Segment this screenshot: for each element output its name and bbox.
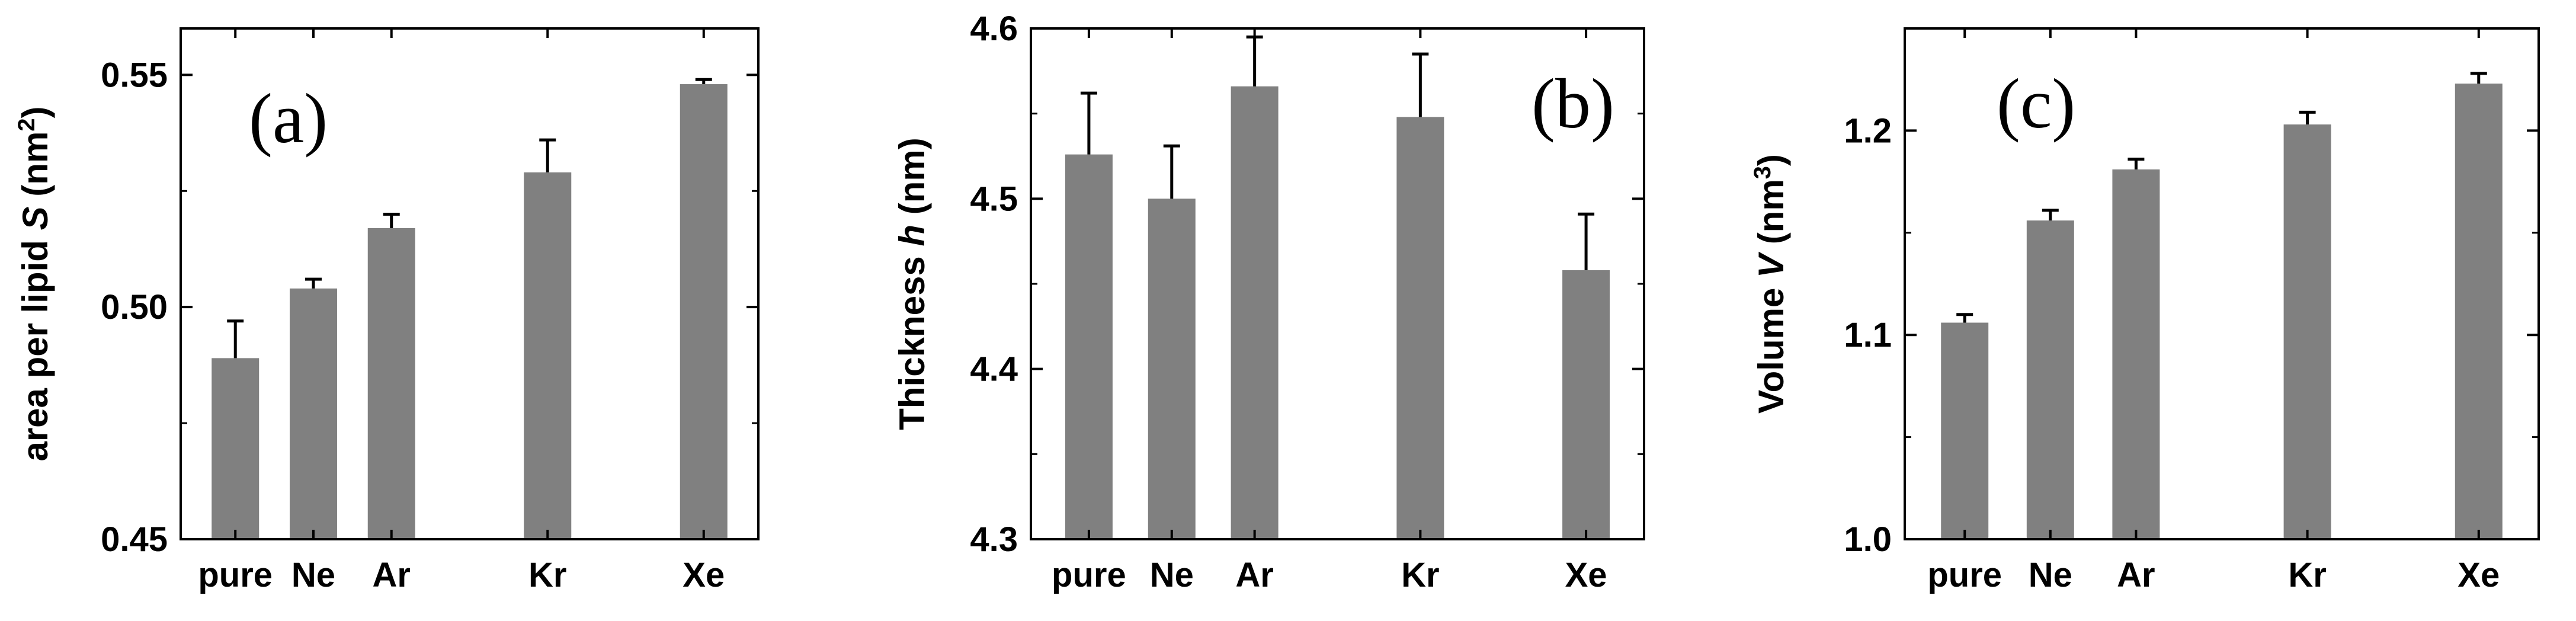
- x-tick-label-xe: Xe: [2458, 556, 2500, 594]
- x-tick-label-kr: Kr: [1401, 556, 1439, 594]
- bar-xe: [1562, 270, 1610, 539]
- bar-xe: [2455, 84, 2503, 539]
- chart-panel-c: pure Ne Ar Kr Xe 1.0 1.1 1.2 Volume V (nm3) (c): [1750, 27, 2540, 594]
- y-tick-label: 1.1: [1844, 316, 1892, 354]
- y-axis-label-part: (nm: [15, 132, 55, 207]
- x-tick-label-pure: pure: [198, 556, 273, 594]
- x-tick-label-pure: pure: [1052, 556, 1126, 594]
- x-tick-label-xe: Xe: [1565, 556, 1607, 594]
- x-tick-label-pure: pure: [1927, 556, 2002, 594]
- x-tick-label-ne: Ne: [1150, 556, 1194, 594]
- x-tick-label-xe: Xe: [683, 556, 725, 594]
- y-axis-label-part: V: [1751, 251, 1791, 278]
- x-tick-label-kr: Kr: [2288, 556, 2326, 594]
- bar-ne: [2026, 220, 2074, 539]
- panel-label: (c): [1997, 64, 2075, 143]
- y-tick-label: 4.6: [970, 9, 1018, 48]
- y-tick-label: 0.45: [101, 520, 168, 559]
- bar-ne: [289, 288, 337, 539]
- plot-frame: [180, 27, 760, 540]
- y-tick-label: 1.0: [1844, 520, 1892, 559]
- bar-pure: [1065, 154, 1113, 539]
- y-axis-label-part: ): [1751, 154, 1791, 166]
- x-tick-label-kr: Kr: [528, 556, 566, 594]
- y-axis-label-part: ): [15, 106, 55, 118]
- y-tick-label: 1.2: [1844, 111, 1892, 150]
- y-axis-label: area per lipid S (nm2): [14, 106, 55, 461]
- y-axis-label-part: area per lipid: [15, 230, 55, 461]
- panel-label: (a): [249, 79, 328, 158]
- bar-pure: [1941, 322, 1989, 539]
- y-axis-label-part: (nm): [892, 137, 932, 225]
- x-tick-label-ar: Ar: [1235, 556, 1273, 594]
- bar-ne: [1148, 199, 1196, 539]
- x-tick-label-ar: Ar: [2117, 556, 2155, 594]
- bar-kr: [1396, 117, 1444, 539]
- y-axis-label-part: S: [15, 206, 55, 230]
- bar-kr: [524, 172, 572, 540]
- panel-label: (b): [1531, 64, 1614, 143]
- bar-kr: [2283, 124, 2331, 539]
- y-axis-label-part: (nm: [1751, 179, 1791, 254]
- bar-xe: [680, 84, 728, 539]
- y-axis-label-part: Thickness: [892, 247, 932, 430]
- y-axis-label: Volume V (nm3): [1750, 154, 1791, 414]
- bar-pure: [212, 358, 259, 539]
- y-axis-label-part: Volume: [1751, 278, 1791, 414]
- x-tick-label-ne: Ne: [291, 556, 335, 594]
- y-tick-label: 0.55: [101, 56, 168, 94]
- bar-ar: [367, 228, 415, 539]
- y-axis-label-part: h: [892, 225, 932, 247]
- chart-panel-b: pure Ne Ar Kr Xe 4.3 4.4 4.5 4.6 Thickness h (nm)…: [892, 9, 1645, 594]
- y-tick-label: 0.50: [101, 288, 168, 326]
- bar-ar: [2112, 169, 2160, 539]
- y-axis-label: Thickness h (nm): [892, 137, 932, 430]
- y-axis-label-part: 3: [1750, 166, 1776, 179]
- y-tick-label: 4.5: [970, 180, 1018, 218]
- bar-ar: [1231, 86, 1279, 539]
- y-tick-label: 4.4: [970, 350, 1018, 389]
- y-axis-label-part: 2: [14, 118, 40, 131]
- x-tick-label-ne: Ne: [2029, 556, 2072, 594]
- plot-frame: [1904, 27, 2540, 540]
- x-tick-label-ar: Ar: [373, 556, 411, 594]
- chart-panel-a: pure Ne Ar Kr Xe 0.45 0.50 0.55 area per lipid S…: [14, 27, 760, 594]
- y-tick-label: 4.3: [970, 520, 1018, 559]
